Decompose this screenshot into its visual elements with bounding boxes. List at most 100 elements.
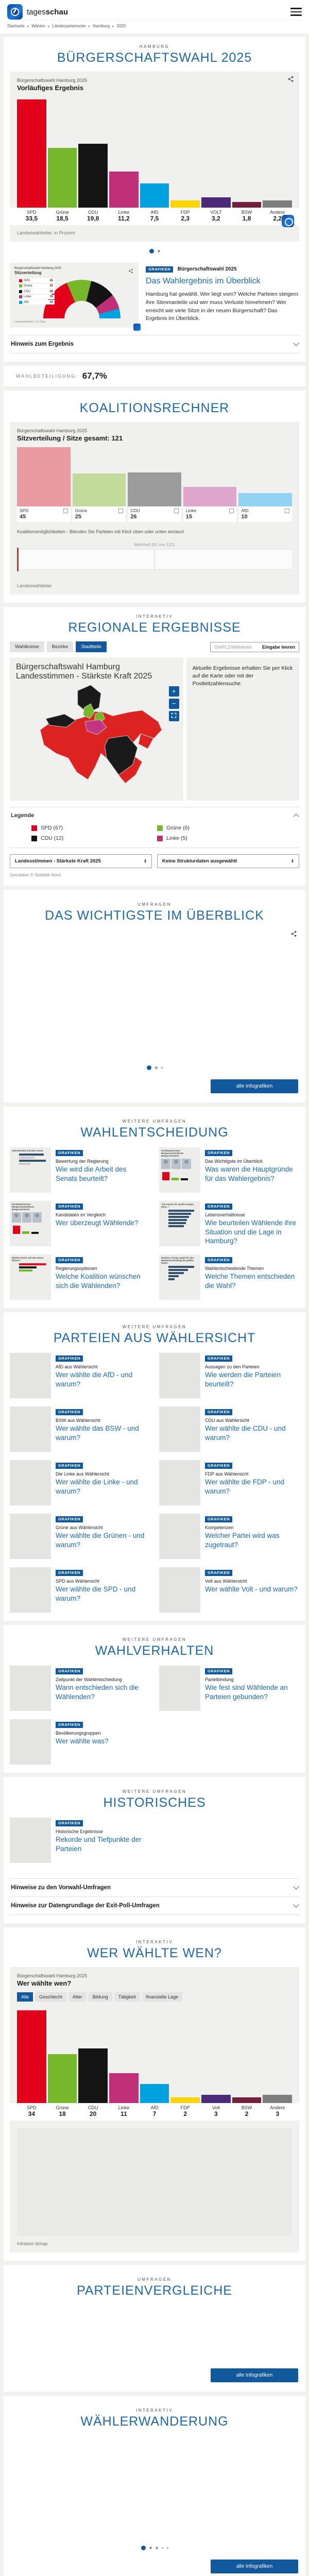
region-search[interactable]: Ort/PLZ/Wahlkreis Eingabe leeren — [210, 641, 299, 652]
teaser-item[interactable]: "Ich mache mir große Sorgen, dass..." GR… — [159, 1201, 299, 1246]
teaser-headline[interactable]: Wie beurteilen Wählende ihre Situation u… — [205, 1219, 297, 1245]
koalition-bar-afd[interactable] — [238, 493, 292, 506]
alle-infografiken-button[interactable]: alle Infografiken — [211, 2560, 298, 2573]
accordion-hinweis-ergebnis[interactable]: Hinweis zum Ergebnis — [10, 335, 299, 353]
zoom-out-button[interactable]: − — [168, 699, 179, 709]
party-checkbox[interactable] — [63, 508, 68, 513]
carousel-dot[interactable] — [155, 2547, 158, 2549]
teaser-item[interactable]: GRAFIKEN Historische Ergebnisse Rekorde un… — [10, 1818, 159, 1863]
teaser-headline[interactable]: Wer wählte die Linke - und warum? — [56, 1478, 138, 1495]
chart-title: Landesstimmen - Stärkste Kraft 2025 — [16, 672, 152, 681]
teaser-item[interactable]: GRAFIKEN SPD aus Wählersicht Wer wählte di… — [10, 1567, 150, 1613]
party-checkbox[interactable] — [118, 508, 124, 513]
teaser-item[interactable]: GRAFIKEN AfD aus Wählersicht Wer wählte di… — [10, 1353, 150, 1398]
koalition-bar-cdu[interactable] — [128, 472, 181, 506]
alle-infografiken-button[interactable]: alle Infografiken — [211, 2368, 298, 2382]
carousel-dot[interactable] — [157, 250, 160, 252]
party-checkbox[interactable] — [284, 508, 289, 513]
alle-infografiken-button[interactable]: alle Infografiken — [211, 1079, 298, 1093]
carousel-dot[interactable] — [154, 1066, 158, 1069]
teaser-item[interactable]: Zufriedenheit mit dem Senat GRAFIKEN Bew… — [10, 1147, 150, 1193]
teaser-headline[interactable]: Wer wählte Volt - und warum? — [205, 1585, 298, 1593]
koalition-bar-spd[interactable] — [17, 447, 71, 506]
teaser-item[interactable]: GRAFIKEN Die Linke aus Wählersicht Wer wäh… — [10, 1460, 150, 1505]
teaser-item[interactable]: GRAFIKEN Kompetenzen Welcher Partei wird w… — [159, 1514, 299, 1559]
teaser-headline[interactable]: Rekorde und Tiefpunkte der Parteien — [56, 1836, 142, 1853]
tab-finanzielle-lage[interactable]: finanzielle Lage — [142, 1992, 183, 2002]
teaser-item[interactable]: GRAFIKEN Aussagen zu den Parteien Wie werd… — [159, 1353, 299, 1398]
tab-wahlkreise[interactable]: Wahlkreise — [10, 641, 44, 652]
carousel-dot[interactable] — [146, 1065, 151, 1070]
teaser-headline[interactable]: Das Wahlergebnis im Überblick — [146, 277, 261, 285]
teaser-item[interactable]: Direktwahl Erster Bürgermeister/Erste Bü… — [10, 1201, 150, 1246]
tab-bildung[interactable]: Bildung — [88, 1992, 112, 2002]
teaser-headline[interactable]: Wer wählte die SPD - und warum? — [56, 1585, 136, 1602]
search-input[interactable]: Ort/PLZ/Wahlkreis — [214, 644, 252, 650]
zoom-in-button[interactable]: + — [168, 686, 179, 697]
breadcrumb-item[interactable]: Wahlen — [31, 24, 46, 28]
carousel-dot[interactable] — [161, 1067, 163, 1069]
share-icon[interactable] — [290, 930, 297, 940]
teaser-headline[interactable]: Welche Themen entschieden die Wahl? — [205, 1273, 295, 1290]
teaser-headline[interactable]: Wie fest sind Wählende an Parteien gebun… — [205, 1684, 288, 1701]
teaser-item[interactable]: Welches Thema spielt für Ihre Wahlentsch… — [159, 1255, 299, 1300]
overview-teaser[interactable]: Bürgerschaftswahl Hamburg 2025 Sitzverte… — [10, 263, 299, 331]
teaser-headline[interactable]: Wie wird die Arbeit des Senats beurteilt… — [56, 1165, 127, 1182]
teaser-item[interactable]: GRAFIKEN Grüne aus Wählersicht Wer wählte … — [10, 1514, 150, 1559]
teaser-headline[interactable]: Wer überzeugt Wählende? — [56, 1219, 139, 1227]
party-checkbox[interactable] — [229, 508, 234, 513]
menu-hamburger-icon[interactable] — [290, 6, 302, 18]
carousel-dot[interactable] — [141, 2546, 146, 2550]
breadcrumb-item[interactable]: 2025 — [116, 24, 126, 28]
teaser-headline[interactable]: Wer wählte die Grünen - und warum? — [56, 1532, 145, 1549]
tab-taetigkeit[interactable]: Tätigkeit — [114, 1992, 140, 2002]
teaser-thumbnail — [10, 1514, 51, 1559]
teaser-headline[interactable]: Welche Koalition wünschen sich die Wähle… — [56, 1273, 141, 1290]
teaser-headline[interactable]: Wer wählte die FDP - und warum? — [205, 1478, 285, 1495]
teaser-item[interactable]: Welche Partei soll den Senat führen? GRA… — [10, 1255, 150, 1300]
teaser-item[interactable]: GRAFIKEN FDP aus Wählersicht Wer wählte di… — [159, 1460, 299, 1505]
chart-title: Vorläufiges Ergebnis — [17, 84, 84, 92]
koalition-bar-linke[interactable] — [183, 486, 237, 506]
carousel-dot[interactable] — [149, 2547, 152, 2549]
tab-alter[interactable]: Alter — [68, 1992, 87, 2002]
accordion-vorwahl-umfragen[interactable]: Hinweise zu den Vorwahl-Umfragen — [10, 1878, 299, 1897]
teaser-item[interactable]: GRAFIKEN BSW aus Wählersicht Wer wählte da… — [10, 1406, 150, 1452]
teaser-headline[interactable]: Was waren die Hauptgründe für das Wahler… — [205, 1165, 293, 1182]
breadcrumb-item[interactable]: Hamburg — [93, 24, 110, 28]
teaser-item[interactable]: GRAFIKEN Bevölkerungsgruppen Wer wählte wa… — [10, 1719, 150, 1765]
share-icon[interactable] — [287, 76, 294, 85]
accordion-exit-poll[interactable]: Hinweise zur Datengrundlage der Exit-Pol… — [10, 1897, 299, 1915]
fullscreen-button[interactable] — [168, 711, 179, 721]
party-checkbox[interactable] — [174, 508, 179, 513]
teaser-item[interactable]: GRAFIKEN Volt aus Wählersicht Wer wählte V… — [159, 1567, 299, 1613]
breadcrumb-item[interactable]: Startseite — [7, 24, 25, 28]
tagesschau-logo[interactable]: tagesschau — [7, 4, 68, 20]
tab-geschlecht[interactable]: Geschlecht — [35, 1992, 67, 2002]
teaser-item[interactable]: GRAFIKEN Zeitpunkt der Wahlentscheidung Wa… — [10, 1666, 150, 1711]
carousel-dot[interactable] — [166, 2547, 168, 2549]
teaser-headline[interactable]: Wer wählte die CDU - und warum? — [205, 1425, 286, 1442]
koalition-bar-gruene[interactable] — [72, 473, 126, 506]
teaser-headline[interactable]: Wer wählte die AfD - und warum? — [56, 1371, 133, 1388]
teaser-headline[interactable]: Welcher Partei wird was zugetraut? — [205, 1532, 280, 1549]
search-clear-button[interactable]: Eingabe leeren — [262, 644, 295, 650]
teaser-headline[interactable]: Wann entschieden sich die Wählenden? — [56, 1684, 139, 1701]
teaser-item[interactable]: GRAFIKEN CDU aus Wählersicht Wer wählte di… — [159, 1406, 299, 1452]
carousel-dot[interactable] — [149, 249, 154, 253]
teaser-item[interactable]: Direktwahl Erster Bürgermeister/Erste Bü… — [159, 1147, 299, 1193]
breadcrumb-item[interactable]: Länderparlamente — [52, 24, 86, 28]
tab-bezirke[interactable]: Bezirke — [46, 641, 74, 652]
share-icon[interactable] — [128, 267, 133, 276]
tab-alle[interactable]: Alle — [17, 1992, 33, 2002]
metric-select[interactable]: Landesstimmen - Stärkste Kraft 2025 ▲ ▼ — [10, 854, 152, 868]
structure-select[interactable]: Keine Strukturdaten ausgewählt ▲ ▼ — [157, 854, 299, 868]
tab-stadtteile[interactable]: Stadtteile — [76, 641, 107, 652]
teaser-headline[interactable]: Wer wählte was? — [56, 1737, 109, 1745]
hamburg-map[interactable] — [19, 683, 174, 795]
teaser-item[interactable]: GRAFIKEN Parteibindung Wie fest sind Wähle… — [159, 1666, 299, 1711]
teaser-headline[interactable]: Wer wählte das BSW - und warum? — [56, 1425, 139, 1442]
carousel-dot[interactable] — [161, 2547, 163, 2549]
section-waehlerwanderung: INTERAKTIV WÄHLERWANDERUNG alle Infograf… — [4, 2396, 305, 2576]
teaser-headline[interactable]: Wie werden die Parteien beurteilt? — [205, 1371, 281, 1388]
